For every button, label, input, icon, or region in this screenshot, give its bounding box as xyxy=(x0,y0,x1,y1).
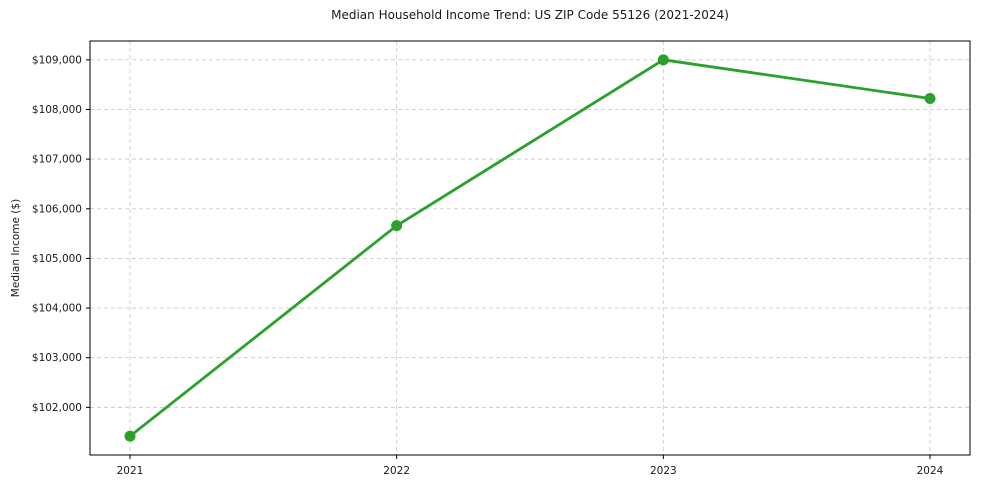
plot-area-border xyxy=(89,40,971,456)
y-tick-label: $107,000 xyxy=(32,154,82,166)
x-tick-label: 2023 xyxy=(650,465,677,477)
x-tick-label: 2024 xyxy=(917,465,944,477)
trend-line xyxy=(128,58,932,438)
data-point-2024 xyxy=(924,93,936,105)
y-tick-label: $102,000 xyxy=(32,402,82,414)
x-tick-label: 2022 xyxy=(383,465,410,477)
data-point-2023 xyxy=(657,54,669,66)
y-tick-label: $108,000 xyxy=(32,104,82,116)
x-tick-label: 2021 xyxy=(117,465,144,477)
y-tick-label: $104,000 xyxy=(32,303,82,315)
data-point-2021 xyxy=(124,430,136,442)
data-point-2022 xyxy=(391,220,403,232)
chart-title: Median Household Income Trend: US ZIP Co… xyxy=(331,8,729,22)
y-tick-label: $105,000 xyxy=(32,253,82,265)
y-tick-label: $109,000 xyxy=(32,54,82,66)
y-tick-label: $106,000 xyxy=(32,203,82,215)
y-tick-label: $103,000 xyxy=(32,352,82,364)
